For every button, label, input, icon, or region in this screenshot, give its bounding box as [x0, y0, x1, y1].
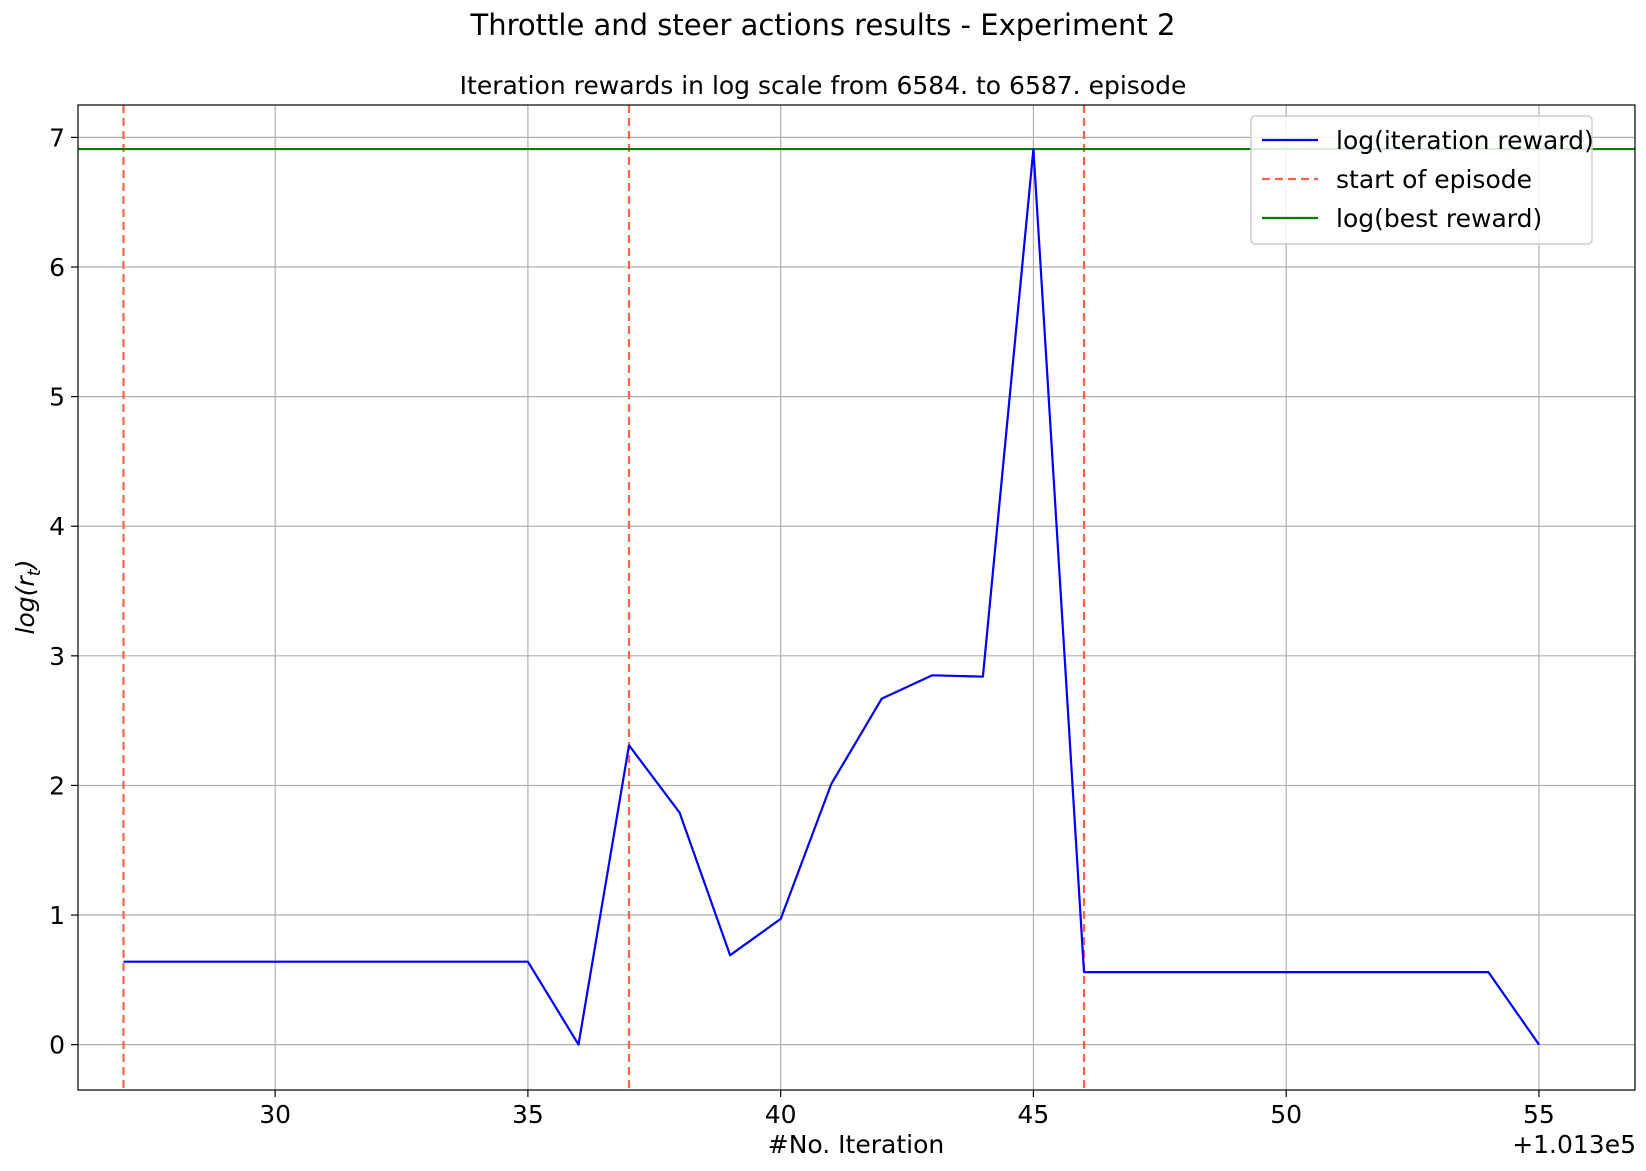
- grid: [78, 105, 1635, 1090]
- y-axis-label-sub: t: [24, 568, 45, 576]
- y-tick-label-7: 7: [49, 123, 65, 152]
- x-tick-label-35: 35: [512, 1100, 544, 1129]
- x-tick-label-30: 30: [259, 1100, 291, 1129]
- y-tick-label-2: 2: [49, 771, 65, 800]
- x-offset-label: +1.013e5: [1512, 1130, 1636, 1159]
- y-axis-label-close: ): [11, 560, 40, 572]
- legend-label-iteration-reward: log(iteration reward): [1336, 126, 1594, 155]
- plot-lines: [78, 105, 1635, 1090]
- y-tick-label-5: 5: [49, 383, 65, 412]
- x-tick-label-55: 55: [1523, 1100, 1555, 1129]
- y-tick-label-6: 6: [49, 253, 65, 282]
- series-line-iteration-reward: [123, 148, 1540, 1046]
- plot-frame: [77, 104, 1636, 1091]
- x-tick-label-45: 45: [1018, 1100, 1050, 1129]
- x-tick-label-40: 40: [765, 1100, 797, 1129]
- x-tick-label-50: 50: [1270, 1100, 1302, 1129]
- y-tick-label-1: 1: [49, 901, 65, 930]
- x-axis-label: #No. Iteration: [768, 1130, 944, 1159]
- y-axis-label: log(rt): [11, 560, 45, 635]
- legend-box: [1250, 115, 1593, 245]
- y-axis-label-main: log(r: [11, 575, 40, 635]
- y-tick-label-4: 4: [49, 512, 65, 541]
- legend-label-start-of-episode: start of episode: [1336, 165, 1532, 194]
- chart-title: Throttle and steer actions results - Exp…: [470, 8, 1176, 42]
- y-tick-label-0: 0: [49, 1031, 65, 1060]
- legend: log(iteration reward) start of episode l…: [1250, 115, 1594, 245]
- legend-label-best-reward: log(best reward): [1336, 204, 1542, 233]
- chart-subtitle: Iteration rewards in log scale from 6584…: [460, 71, 1187, 100]
- y-tick-label-3: 3: [49, 642, 65, 671]
